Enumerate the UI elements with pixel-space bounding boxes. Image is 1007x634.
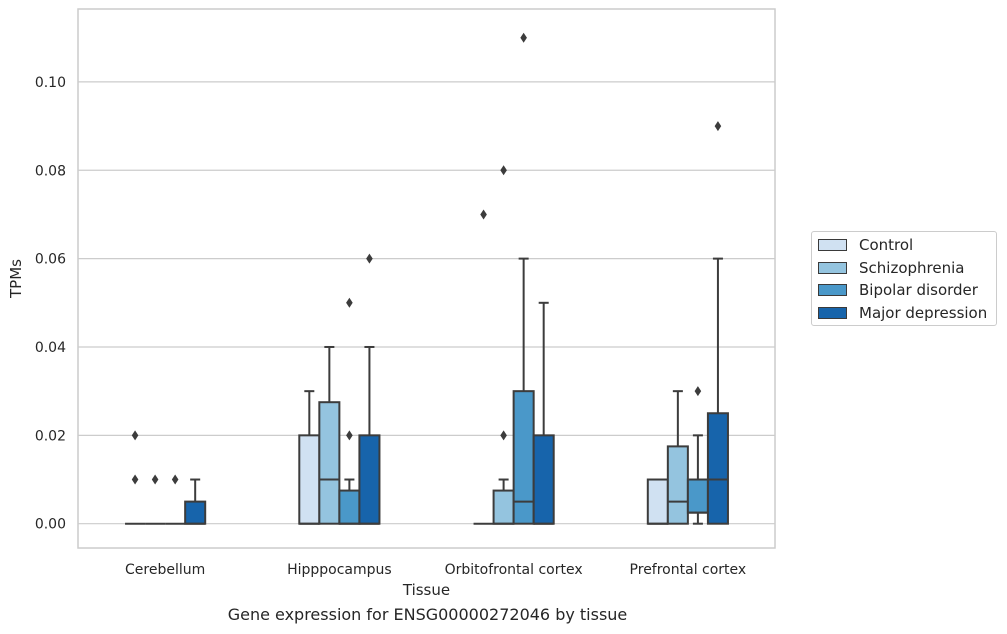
box-iqr (666, 445, 689, 525)
y-tick-label: 0.04 (35, 340, 66, 356)
legend-item: Control (818, 235, 913, 255)
outlier-point (366, 253, 373, 264)
box-1-1 (318, 345, 341, 525)
outlier-point (131, 474, 139, 485)
box-iqr (298, 434, 321, 525)
box-iqr (318, 401, 341, 525)
legend-swatch (818, 261, 847, 274)
box-2-1 (492, 165, 515, 525)
outlier-point (520, 32, 527, 43)
box-iqr (646, 478, 669, 525)
box-iqr (338, 489, 361, 525)
box-3-1 (666, 390, 689, 525)
y-tick-label: 0.02 (35, 428, 66, 444)
outlier-point (346, 430, 353, 441)
box-layer (125, 32, 729, 525)
y-tick-label: 0.08 (35, 163, 66, 179)
legend-label: Schizophrenia (859, 258, 965, 277)
box-1-2 (338, 297, 361, 525)
outlier-point (346, 297, 353, 308)
legend-label: Bipolar disorder (859, 281, 978, 299)
outlier-point (480, 209, 487, 220)
outlier-point (151, 474, 159, 485)
legend: Control Schizophrenia Bipolar disorder Majo… (811, 231, 997, 326)
box-3-0 (646, 478, 669, 525)
box-0-1 (145, 474, 166, 525)
legend-swatch (818, 239, 847, 251)
legend-item: Major depression (818, 303, 987, 323)
legend-swatch (818, 306, 847, 319)
y-tick-label: 0.00 (35, 517, 66, 533)
outlier-point (131, 430, 139, 441)
box-2-2 (512, 32, 535, 525)
box-iqr (492, 489, 515, 525)
legend-label: Major depression (859, 303, 988, 322)
box-2-0 (473, 209, 494, 525)
box-3-3 (706, 121, 729, 525)
legend-label: Control (859, 236, 914, 254)
legend-item: Bipolar disorder (818, 280, 978, 300)
box-iqr (686, 478, 709, 514)
outlier-point (500, 165, 507, 176)
box-iqr (184, 500, 207, 525)
legend-swatch (818, 284, 847, 296)
x-tick-label: Prefrontal cortex (630, 562, 747, 578)
legend-item: Schizophrenia (818, 258, 964, 278)
x-tick-label: Orbitofrontal cortex (445, 562, 583, 578)
outlier-point (171, 474, 179, 485)
outlier-point (714, 121, 722, 132)
box-0-2 (165, 474, 186, 525)
box-3-2 (686, 386, 709, 525)
box-1-0 (298, 390, 321, 525)
box-iqr (512, 390, 535, 525)
x-tick-label: Hipppocampus (287, 562, 392, 578)
x-tick-labels: Cerebellum Hipppocampus Orbitofrontal cort… (125, 562, 746, 578)
outlier-point (500, 430, 507, 441)
chart-caption: Gene expression for ENSG00000272046 by t… (227, 605, 628, 624)
box-iqr (358, 434, 381, 525)
y-tick-labels: 0.00 0.02 0.04 0.06 0.08 0.10 (35, 75, 66, 533)
y-axis-label: TPMs (7, 259, 25, 299)
box-iqr (532, 434, 555, 525)
box-0-3 (184, 478, 207, 525)
x-tick-label: Cerebellum (125, 562, 205, 578)
plot-frame (77, 8, 776, 549)
box-2-3 (532, 301, 555, 525)
y-tick-label: 0.10 (35, 75, 66, 91)
y-tick-label: 0.06 (35, 252, 66, 268)
x-axis-label: Tissue (402, 581, 450, 599)
box-iqr (706, 412, 729, 525)
outlier-point (694, 386, 702, 397)
box-0-0 (125, 430, 146, 525)
box-1-3 (358, 253, 381, 525)
